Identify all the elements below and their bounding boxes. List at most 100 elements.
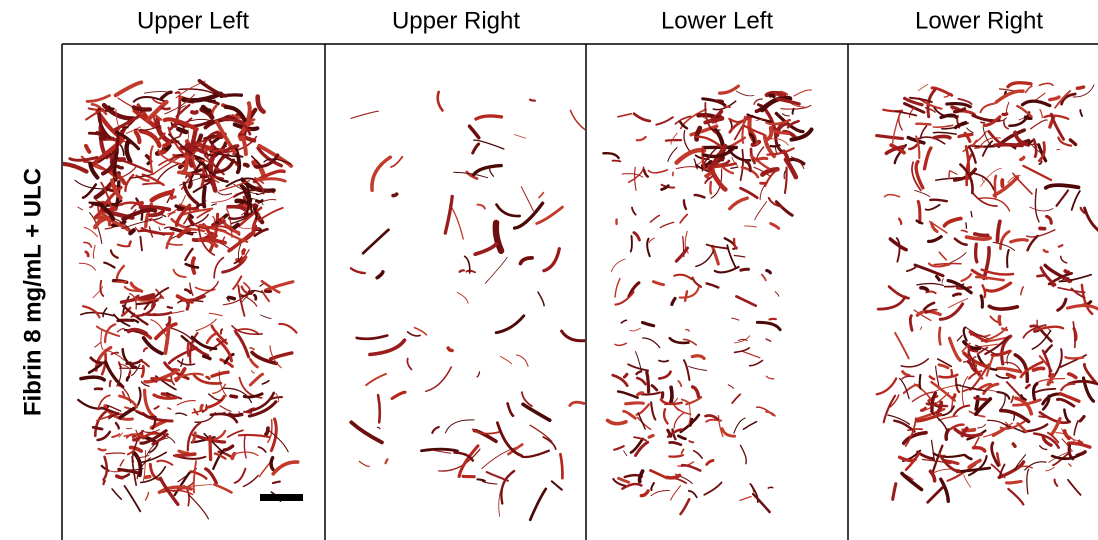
vessel: [191, 471, 207, 478]
vessel: [722, 429, 734, 437]
vessel: [993, 242, 1014, 250]
vessel: [212, 372, 228, 376]
vessel: [971, 173, 994, 190]
vessel: [93, 245, 95, 258]
vessel: [539, 193, 543, 198]
vessel: [103, 308, 107, 317]
vessel: [740, 445, 746, 463]
vessel: [757, 407, 773, 415]
vessel: [204, 356, 210, 358]
vessel: [99, 449, 106, 450]
vessel: [422, 449, 458, 451]
vessel: [678, 381, 681, 386]
vessel: [207, 377, 210, 379]
vessel: [650, 470, 666, 477]
panel-title: Upper Left: [137, 7, 249, 34]
vessel: [728, 385, 733, 389]
vessel: [124, 474, 129, 477]
vessel: [207, 396, 225, 407]
vessel: [206, 469, 217, 483]
row-label: Fibrin 8 mg/mL + ULC: [19, 168, 46, 416]
vessel: [1080, 417, 1084, 422]
vessel: [1062, 94, 1076, 104]
vessel: [112, 434, 119, 437]
vessel: [1068, 480, 1081, 495]
vessel: [642, 393, 660, 395]
vessel: [214, 485, 231, 493]
vessel: [634, 233, 640, 240]
vessel: [1046, 185, 1079, 188]
vessel: [974, 438, 979, 447]
vessel: [682, 449, 684, 453]
vessel: [685, 291, 687, 300]
vessel: [712, 246, 718, 264]
vessel: [228, 207, 244, 209]
vessel: [127, 377, 129, 380]
vessel: [186, 157, 188, 170]
vessel: [138, 388, 141, 405]
vessel: [1007, 250, 1009, 267]
vessel: [903, 372, 909, 376]
vessel: [1050, 97, 1059, 100]
vessel: [684, 360, 689, 380]
vessel: [372, 157, 390, 190]
vessel: [273, 462, 298, 474]
vessel: [1065, 271, 1068, 272]
vessel: [544, 249, 559, 271]
vessel: [707, 283, 719, 287]
vessel: [209, 394, 222, 400]
vessel: [662, 393, 663, 398]
vessel: [743, 422, 756, 430]
vessel: [989, 306, 1017, 309]
vessel: [1046, 467, 1055, 471]
vessel: [351, 422, 382, 442]
vessel: [648, 170, 667, 173]
vessel: [932, 393, 935, 411]
vessel: [664, 409, 668, 423]
vessel: [254, 295, 255, 299]
vessel: [608, 420, 626, 423]
vessel: [162, 108, 170, 109]
vessel: [1024, 424, 1048, 431]
vessel: [928, 488, 943, 503]
vessel: [168, 408, 171, 409]
vessel: [1065, 357, 1083, 358]
vessel: [210, 437, 211, 460]
vessel: [262, 381, 268, 384]
vessel: [244, 283, 250, 290]
vessel: [446, 420, 475, 433]
vessel: [993, 429, 1004, 435]
vessel: [214, 258, 223, 278]
vessel: [224, 388, 252, 402]
vessel: [377, 427, 380, 429]
vessel: [157, 164, 179, 182]
vessel: [1034, 368, 1044, 370]
vessel: [659, 372, 670, 379]
vessel: [1046, 345, 1052, 352]
vessel: [426, 367, 452, 391]
vessel: [136, 132, 140, 142]
vessel: [734, 239, 737, 249]
vessel: [651, 483, 654, 490]
vessel: [950, 171, 957, 175]
vessel: [670, 387, 672, 403]
vessel: [351, 268, 365, 273]
vessel-render: [351, 92, 593, 520]
vessel: [110, 381, 111, 386]
vessel: [198, 205, 203, 207]
vessel: [910, 316, 912, 331]
vessel: [615, 279, 620, 297]
vessel: [1031, 120, 1047, 129]
vessel: [206, 154, 212, 155]
vessel: [957, 468, 990, 472]
vessel: [939, 365, 948, 368]
vessel: [971, 344, 998, 347]
vessel: [517, 355, 529, 367]
vessel: [147, 156, 150, 159]
vessel: [674, 413, 684, 428]
vessel: [244, 412, 251, 413]
vessel: [878, 297, 905, 309]
vessel: [1061, 256, 1067, 263]
vessel: [941, 479, 949, 501]
vessel: [1039, 416, 1045, 417]
